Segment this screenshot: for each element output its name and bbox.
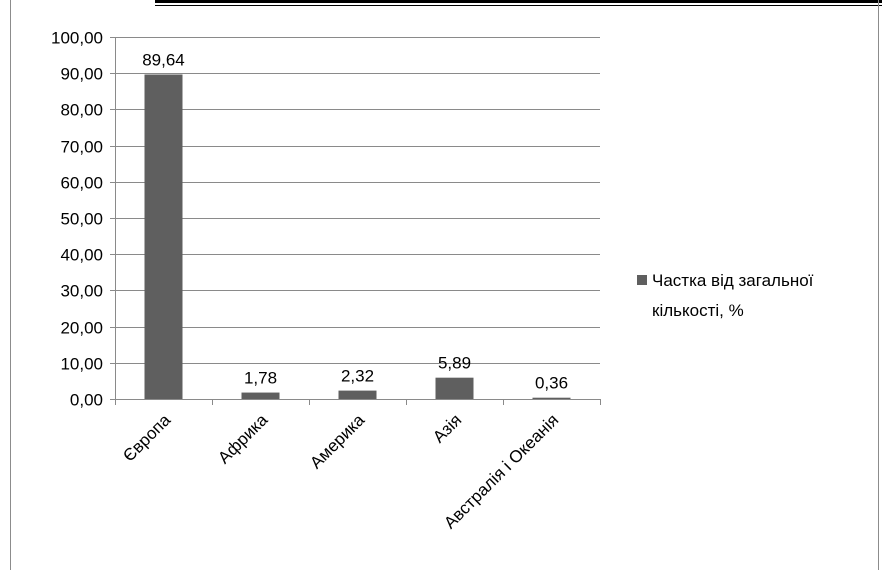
bar [532, 397, 571, 399]
legend-swatch [637, 275, 647, 285]
y-tick-label: 40,00 [60, 246, 103, 265]
bars [144, 74, 571, 399]
bar [338, 390, 377, 399]
data-labels: 89,64 1,78 2,32 5,89 0,36 [142, 51, 568, 393]
bar [241, 392, 280, 399]
data-label: 89,64 [142, 51, 185, 70]
x-tick-label: Азія [429, 410, 465, 446]
grid [115, 37, 600, 364]
data-label: 0,36 [535, 374, 568, 393]
data-label: 2,32 [341, 367, 374, 386]
x-tick-label: Америка [306, 410, 368, 472]
y-tick-label: 70,00 [60, 138, 103, 157]
legend: Частка від загальної кількості, % [637, 271, 814, 320]
data-label: 1,78 [244, 369, 277, 388]
legend-label-line-1: Частка від загальної [652, 271, 814, 290]
header-rule [155, 0, 882, 3]
y-tick-labels: 0,00 10,00 20,00 30,00 40,00 50,00 60,00 70,00 8… [51, 29, 103, 410]
bar [144, 74, 183, 399]
x-tick-label: Африка [214, 410, 271, 467]
axes [110, 37, 601, 405]
y-tick-label: 80,00 [60, 101, 103, 120]
y-tick-label: 90,00 [60, 65, 103, 84]
legend-label-line-2: кількості, % [652, 301, 744, 320]
y-tick-label: 0,00 [70, 391, 103, 410]
y-tick-label: 50,00 [60, 210, 103, 229]
y-tick-label: 60,00 [60, 174, 103, 193]
y-tick-label: 30,00 [60, 282, 103, 301]
y-tick-label: 10,00 [60, 355, 103, 374]
y-tick-label: 20,00 [60, 319, 103, 338]
x-tick-label: Європа [119, 410, 174, 465]
y-tick-label: 100,00 [51, 29, 103, 48]
header-rule-thin [155, 5, 882, 6]
data-label: 5,89 [438, 354, 471, 373]
bar [435, 377, 474, 399]
